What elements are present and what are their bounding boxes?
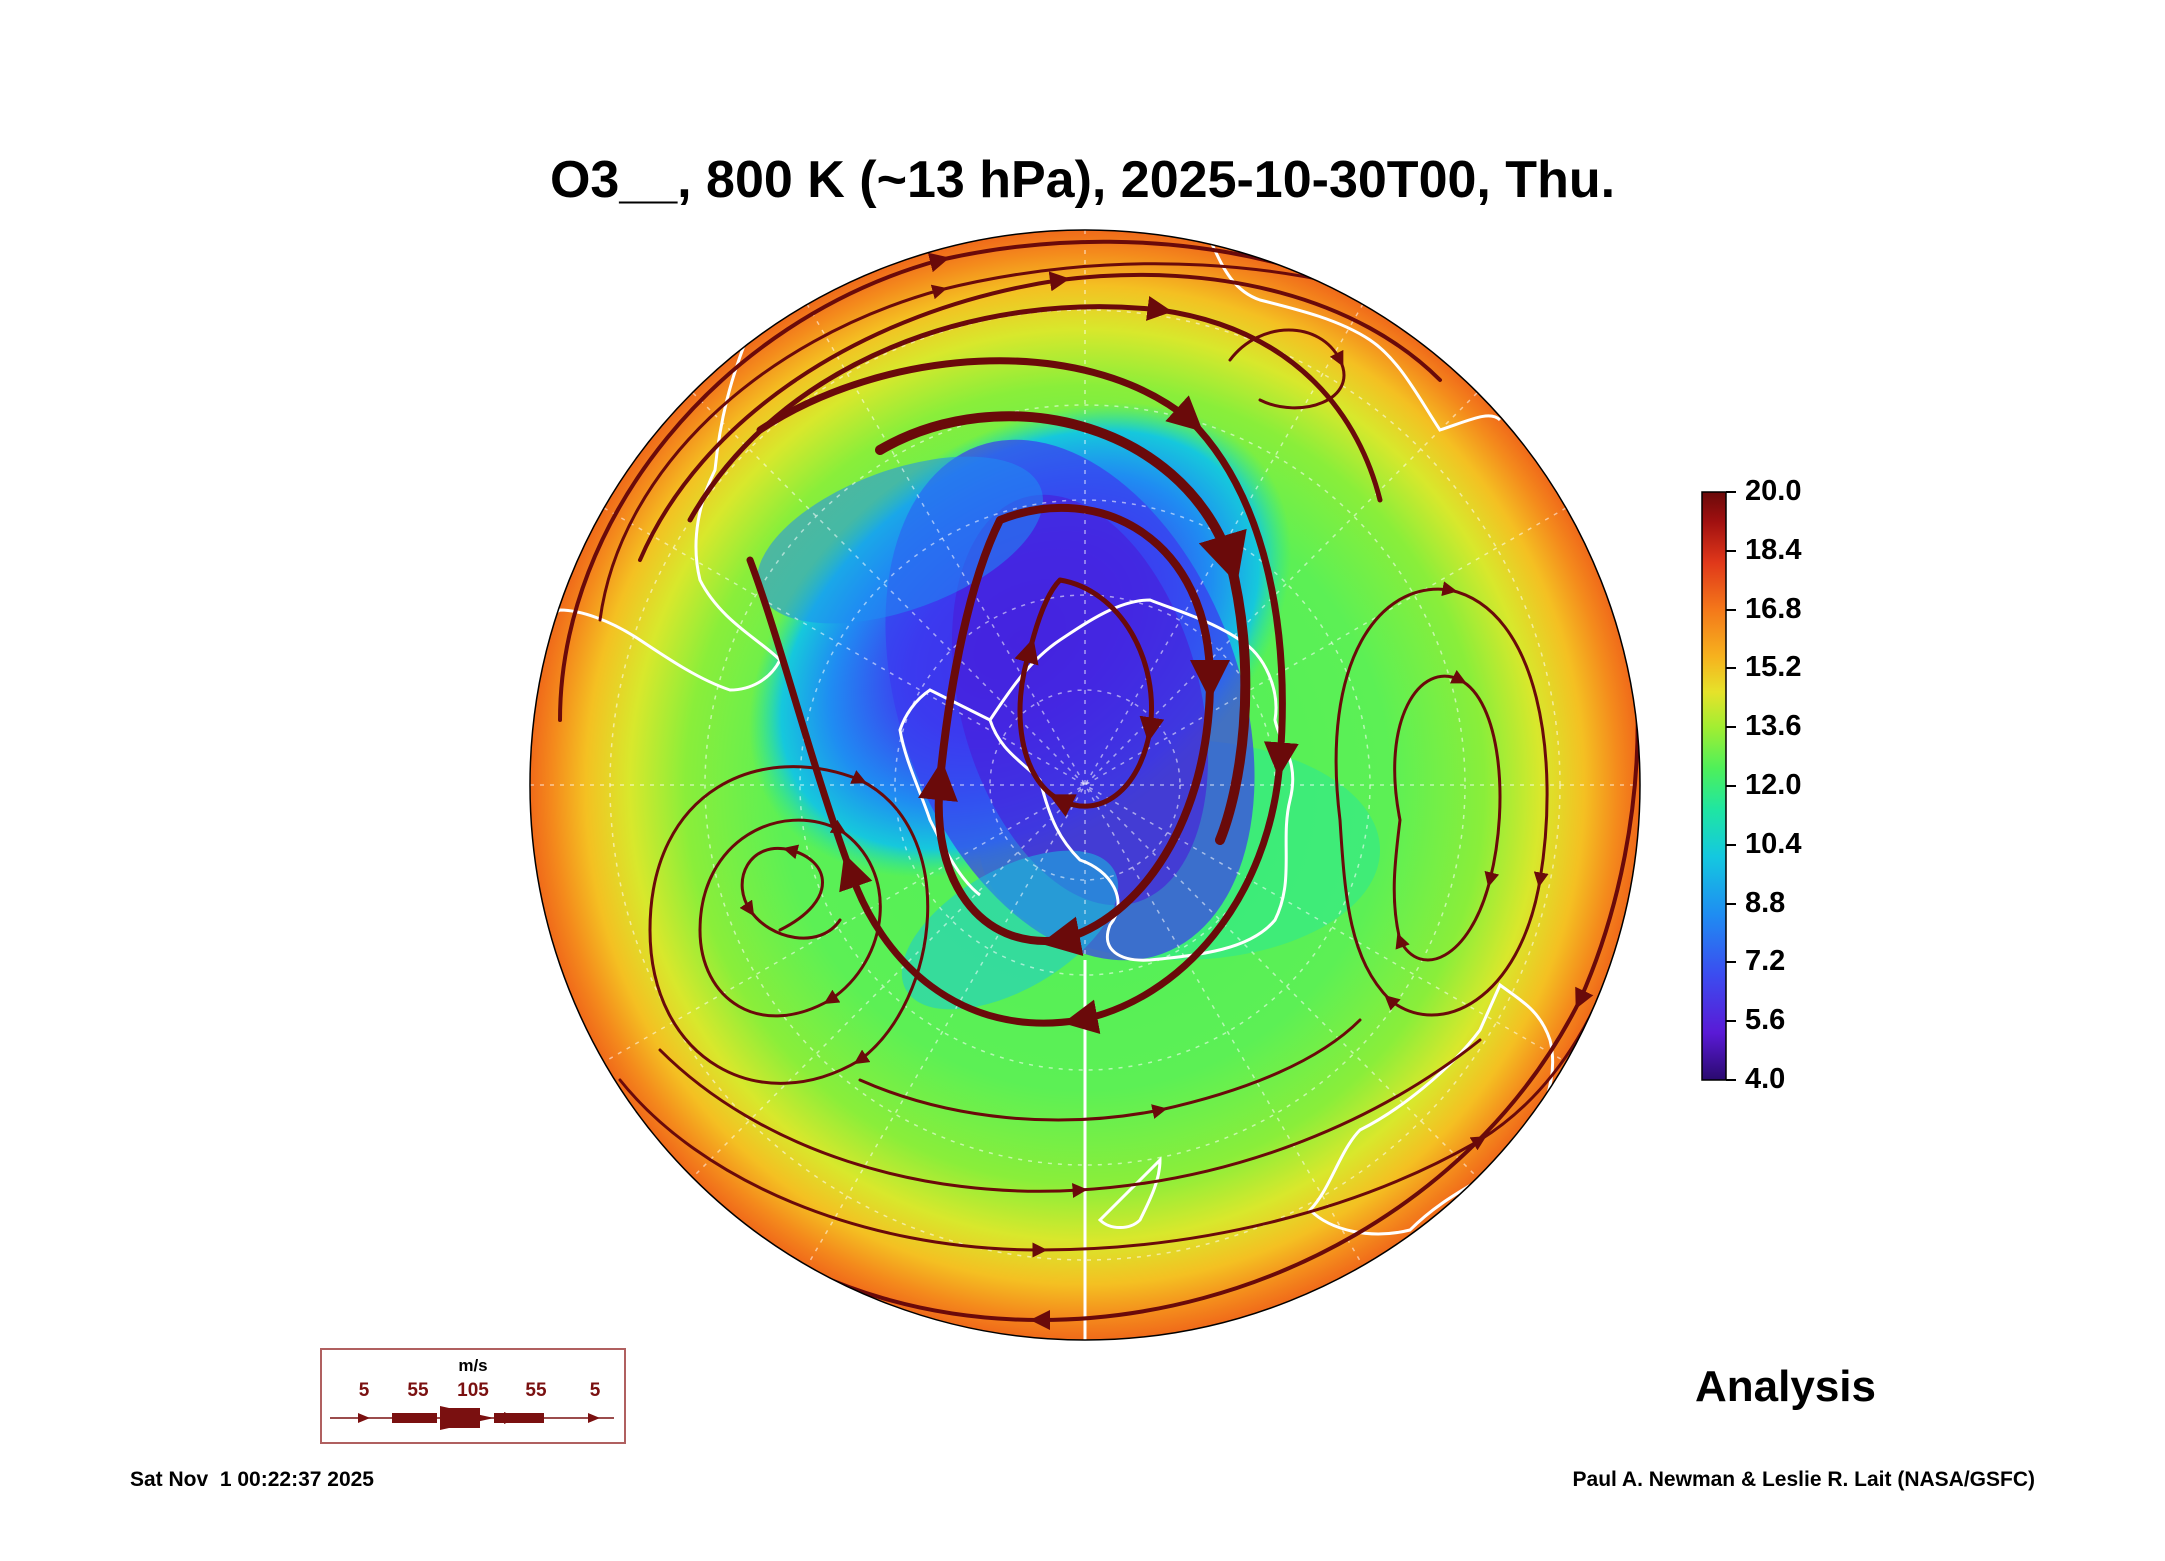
colorbar-gradient — [1701, 491, 1727, 1081]
wind-scale-label-3: 55 — [525, 1380, 547, 1401]
colorbar-ticks — [1726, 491, 1736, 1081]
chart-title: O3__, 800 K (~13 hPa), 2025-10-30T00, Th… — [549, 151, 1616, 209]
wind-scale-label-2: 105 — [457, 1380, 489, 1401]
colorbar-label-9: 5.6 — [1745, 1004, 1786, 1036]
wind-scale-label-0: 5 — [358, 1380, 370, 1401]
scale-bar-105 — [440, 1408, 480, 1428]
scale-bar-55-right — [494, 1413, 544, 1423]
colorbar-label-7: 8.8 — [1745, 887, 1786, 919]
streamlines — [558, 239, 1640, 1331]
colorbar-label-0: 20.0 — [1745, 475, 1802, 507]
wind-scale-label-4: 5 — [589, 1380, 601, 1401]
colorbar-label-2: 16.8 — [1745, 593, 1802, 625]
scale-arrow-55-right — [504, 1412, 518, 1424]
wind-scale-unit: m/s — [458, 1356, 488, 1375]
credit: Paul A. Newman & Leslie R. Lait (NASA/GS… — [1572, 1468, 2035, 1491]
south-america-coast — [534, 329, 782, 692]
wind-scale-arrows — [330, 1406, 614, 1430]
colorbar — [1701, 491, 1736, 1081]
wind-scale-label-1: 55 — [407, 1380, 429, 1401]
streamline-cyclone-left — [739, 844, 842, 940]
scale-bar-55-left — [392, 1413, 437, 1423]
analysis-stamp: Analysis — [1695, 1362, 1876, 1411]
colorbar-label-4: 13.6 — [1745, 710, 1802, 742]
timestamp: Sat Nov 1 00:22:37 2025 — [130, 1468, 374, 1491]
streamline-cyclone-left-3 — [648, 765, 930, 1085]
colorbar-label-5: 12.0 — [1745, 769, 1802, 801]
colorbar-label-6: 10.4 — [1745, 828, 1802, 860]
streamline-top-right — [1228, 328, 1346, 410]
scale-arrow-5-right — [588, 1413, 600, 1423]
scale-arrow-5-left — [358, 1413, 370, 1423]
wind-scale-legend: m/s 5 55 105 55 5 — [320, 1348, 626, 1444]
colorbar-label-8: 7.2 — [1745, 945, 1786, 977]
colorbar-label-3: 15.2 — [1745, 651, 1802, 683]
colorbar-label-1: 18.4 — [1745, 534, 1802, 566]
streamline-cyclone-left-2 — [698, 818, 882, 1018]
colorbar-label-10: 4.0 — [1745, 1063, 1786, 1095]
